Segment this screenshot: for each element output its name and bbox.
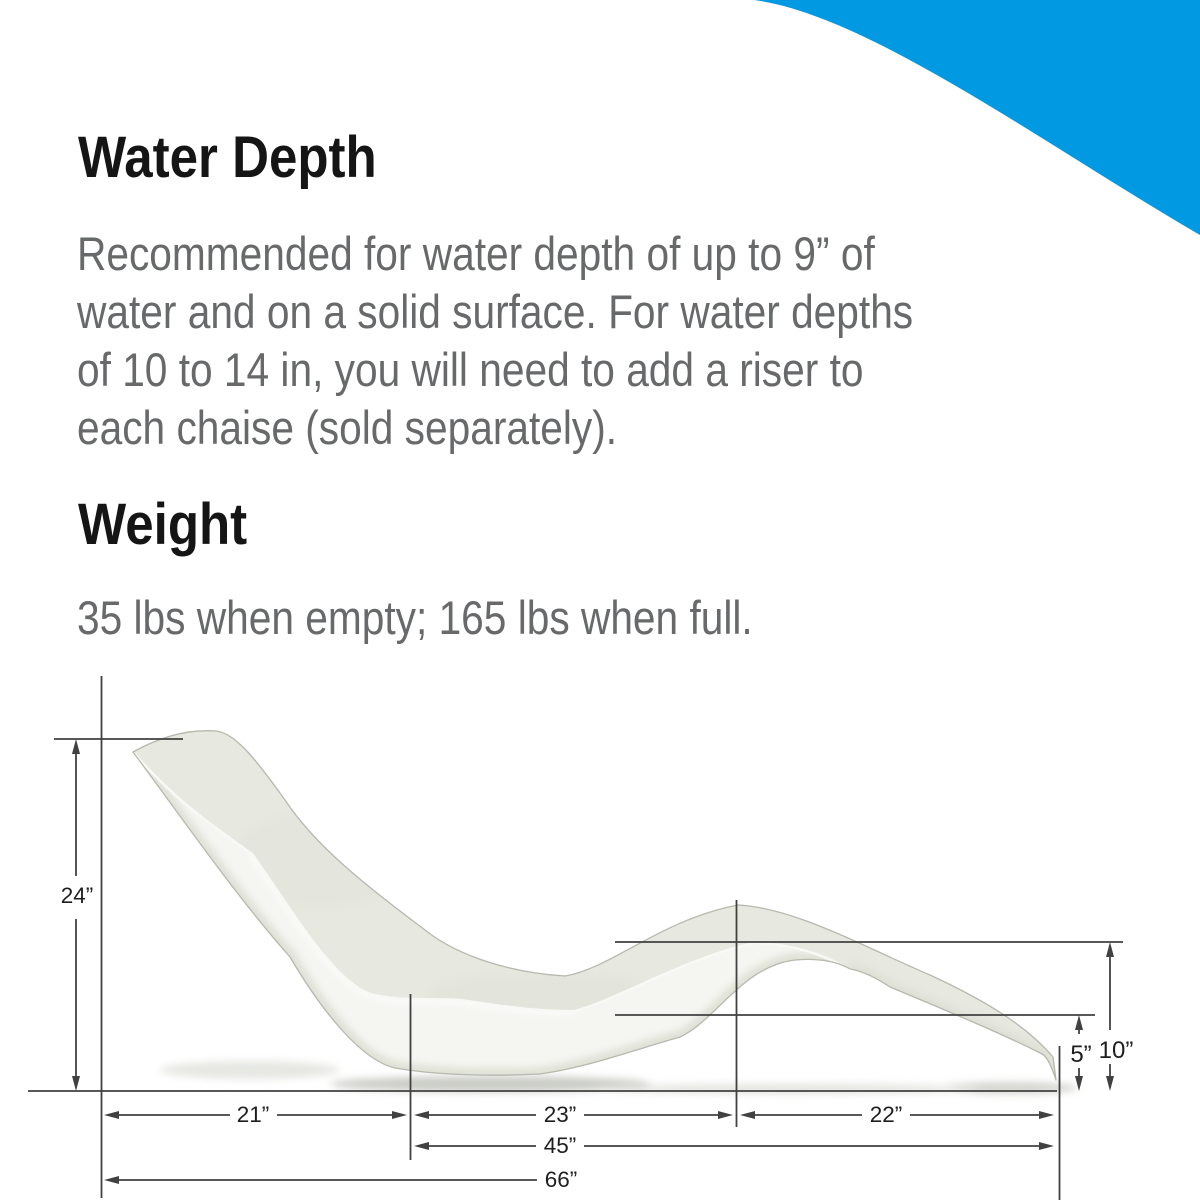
svg-text:24”: 24” [61, 883, 94, 908]
svg-text:5”: 5” [1070, 1041, 1091, 1068]
svg-text:10”: 10” [1099, 1037, 1134, 1064]
svg-text:21”: 21” [237, 1102, 270, 1127]
svg-text:45”: 45” [544, 1133, 577, 1158]
svg-text:23”: 23” [544, 1102, 577, 1127]
svg-text:22”: 22” [870, 1102, 903, 1127]
svg-text:66”: 66” [545, 1167, 578, 1192]
